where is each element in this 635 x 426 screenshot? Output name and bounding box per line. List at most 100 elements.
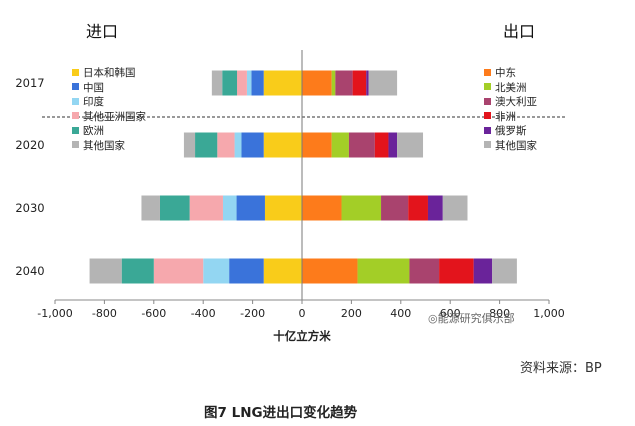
export-bar-2040 xyxy=(409,258,440,284)
export-bar-2020 xyxy=(374,132,389,158)
exports-heading: 出口 xyxy=(503,22,536,41)
import-legend-item: 其他国家 xyxy=(72,139,146,154)
export-bar-2017 xyxy=(335,70,353,96)
x-axis-title: 十亿立方米 xyxy=(273,329,331,343)
import-bar-2040 xyxy=(263,258,302,284)
imports-heading: 进口 xyxy=(86,22,119,41)
import-bar-2020 xyxy=(263,132,302,158)
import-bar-2017 xyxy=(251,70,264,96)
export-bar-2040 xyxy=(492,258,517,284)
legend-swatch xyxy=(484,97,491,105)
watermark-text: ◎能源研究俱乐部 xyxy=(428,312,515,325)
export-bar-2017 xyxy=(366,70,369,96)
export-legend-item: 澳大利亚 xyxy=(484,95,537,110)
legend-label: 中东 xyxy=(495,67,516,79)
year-label: 2017 xyxy=(15,76,44,90)
legend-label: 印度 xyxy=(83,96,104,108)
legend-label: 北美洲 xyxy=(495,81,527,94)
import-bar-2020 xyxy=(195,132,218,158)
export-bar-2040 xyxy=(357,258,410,284)
export-bar-2020 xyxy=(388,132,398,158)
x-tick-label: -800 xyxy=(92,307,117,320)
export-bar-2020 xyxy=(348,132,375,158)
x-tick-label: 600 xyxy=(440,307,461,320)
legend-swatch xyxy=(484,68,491,76)
legend-swatch xyxy=(72,97,79,105)
export-bar-2040 xyxy=(302,258,358,284)
x-tick-label: 800 xyxy=(489,307,510,320)
import-bar-2020 xyxy=(234,132,242,158)
legend-label: 澳大利亚 xyxy=(495,96,537,108)
export-bar-2030 xyxy=(408,195,428,221)
export-bar-2017 xyxy=(368,70,398,96)
export-bar-2030 xyxy=(427,195,443,221)
import-bar-2030 xyxy=(236,195,265,221)
legend-label: 非洲 xyxy=(495,110,516,123)
year-label: 2040 xyxy=(15,264,44,278)
legend-label: 日本和韩国 xyxy=(83,67,136,79)
x-tick-label: 200 xyxy=(341,307,362,320)
import-bar-2040 xyxy=(203,258,230,284)
x-tick-label: 400 xyxy=(390,307,411,320)
legend-swatch xyxy=(484,83,491,90)
legend-swatch xyxy=(484,141,491,148)
export-legend-item: 中东 xyxy=(484,66,537,81)
import-legend-item: 印度 xyxy=(72,95,146,110)
legend-label: 欧洲 xyxy=(83,125,104,137)
import-bar-2017 xyxy=(246,70,252,96)
import-bar-2030 xyxy=(159,195,190,221)
export-bar-2030 xyxy=(381,195,409,221)
import-bar-2017 xyxy=(211,70,223,96)
import-bar-2030 xyxy=(222,195,237,221)
x-tick-label: 0 xyxy=(299,307,306,320)
import-legend-item: 中国 xyxy=(72,81,146,96)
legend-swatch xyxy=(484,126,491,134)
x-tick-label: -1,000 xyxy=(37,307,72,320)
export-legend-item: 其他国家 xyxy=(484,139,537,154)
legend-label: 其他国家 xyxy=(495,139,537,152)
year-label: 2030 xyxy=(15,201,44,215)
x-tick-label: -200 xyxy=(240,307,265,320)
legend-swatch xyxy=(72,126,79,134)
legend-swatch xyxy=(72,68,79,76)
legend-swatch xyxy=(72,112,79,119)
import-bar-2017 xyxy=(237,70,247,96)
export-bar-2017 xyxy=(352,70,367,96)
import-bar-2040 xyxy=(89,258,122,284)
legend-swatch xyxy=(484,112,491,119)
export-bar-2017 xyxy=(302,70,332,96)
export-bar-2017 xyxy=(331,70,336,96)
export-bar-2020 xyxy=(331,132,349,158)
legend-label: 其他国家 xyxy=(83,139,125,152)
import-bar-2020 xyxy=(183,132,196,158)
imports-legend: 日本和韩国中国印度其他亚洲国家 欧洲其他国家 xyxy=(72,66,146,153)
x-tick-label: -600 xyxy=(141,307,166,320)
import-bar-2030 xyxy=(264,195,302,221)
export-legend-item: 俄罗斯 xyxy=(484,124,537,139)
year-label: 2020 xyxy=(15,138,44,152)
export-bar-2030 xyxy=(341,195,382,221)
import-bar-2020 xyxy=(217,132,235,158)
legend-label: 中国 xyxy=(83,81,104,94)
legend-label: 俄罗斯 xyxy=(495,125,527,137)
import-bar-2017 xyxy=(263,70,302,96)
import-bar-2020 xyxy=(241,132,264,158)
import-bar-2040 xyxy=(229,258,264,284)
legend-label: 其他亚洲国家 xyxy=(83,110,146,123)
import-legend-item: 欧洲 xyxy=(72,124,146,139)
export-bar-2030 xyxy=(302,195,342,221)
import-bar-2017 xyxy=(222,70,238,96)
legend-swatch xyxy=(72,83,79,90)
export-bar-2040 xyxy=(439,258,474,284)
import-legend-item: 其他亚洲国家 xyxy=(72,110,146,125)
export-legend-item: 非洲 xyxy=(484,110,537,125)
source-note: 资料来源：BP xyxy=(520,361,602,376)
export-bar-2020 xyxy=(397,132,424,158)
x-tick-label: 1,000 xyxy=(533,307,565,320)
import-bar-2030 xyxy=(141,195,160,221)
figure-caption: 图7 LNG进出口变化趋势 xyxy=(204,405,358,421)
import-bar-2040 xyxy=(153,258,204,284)
legend-swatch xyxy=(72,141,79,148)
import-legend-item: 日本和韩国 xyxy=(72,66,146,81)
